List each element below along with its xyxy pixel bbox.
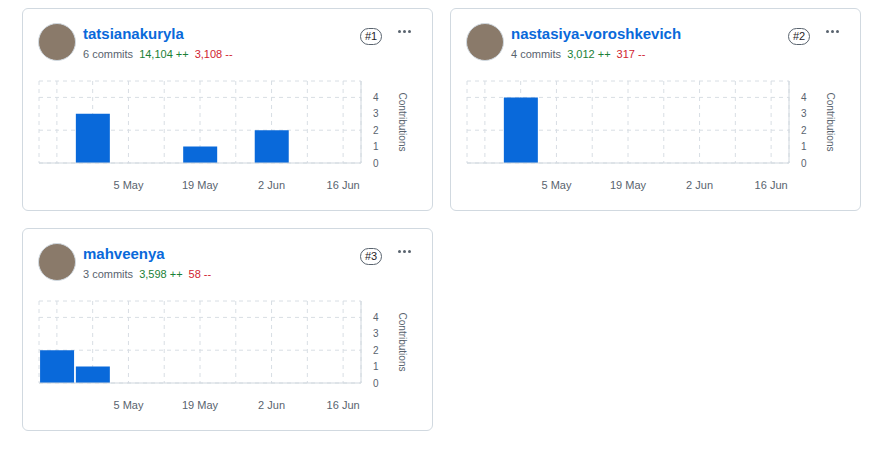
svg-text:5 May: 5 May xyxy=(541,179,571,191)
svg-text:4: 4 xyxy=(373,92,379,103)
html-text:3 commits: 3 commits xyxy=(83,268,134,280)
html-text:tatsianakuryla: tatsianakuryla xyxy=(83,25,184,42)
svg-text:2: 2 xyxy=(801,125,807,136)
svg-text:16 Jun: 16 Jun xyxy=(327,399,360,411)
html-text:#3: #3 xyxy=(364,250,378,262)
svg-text:1: 1 xyxy=(373,141,379,152)
svg-text:19 May: 19 May xyxy=(182,399,219,411)
html-text:58 --: 58 -- xyxy=(188,268,212,280)
svg-text:3: 3 xyxy=(801,108,807,119)
svg-text:0: 0 xyxy=(373,378,379,389)
svg-text:Contributions: Contributions xyxy=(397,313,408,372)
svg-text:16 Jun: 16 Jun xyxy=(755,179,788,191)
svg-text:19 May: 19 May xyxy=(610,179,647,191)
html-text:14,104 ++: 14,104 ++ xyxy=(139,48,189,60)
html-text:3,108 --: 3,108 -- xyxy=(194,48,233,60)
svg-text:1: 1 xyxy=(801,141,807,152)
svg-text:4: 4 xyxy=(801,92,807,103)
html-text:4 commits: 4 commits xyxy=(511,48,562,60)
svg-text:5 May: 5 May xyxy=(113,399,143,411)
svg-text:1: 1 xyxy=(373,361,379,372)
svg-text:2 Jun: 2 Jun xyxy=(258,179,285,191)
html-text:3,012 ++: 3,012 ++ xyxy=(567,48,611,60)
svg-text:16 Jun: 16 Jun xyxy=(327,179,360,191)
html-text:6 commits: 6 commits xyxy=(83,48,134,60)
svg-text:0: 0 xyxy=(801,158,807,169)
svg-text:2 Jun: 2 Jun xyxy=(258,399,285,411)
html-text:nastasiya-voroshkevich: nastasiya-voroshkevich xyxy=(511,25,682,42)
svg-text:2 Jun: 2 Jun xyxy=(686,179,713,191)
svg-text:Contributions: Contributions xyxy=(397,93,408,152)
svg-text:5 May: 5 May xyxy=(113,179,143,191)
svg-text:2: 2 xyxy=(373,125,379,136)
svg-text:2: 2 xyxy=(373,345,379,356)
svg-text:0: 0 xyxy=(373,158,379,169)
html-text:mahveenya: mahveenya xyxy=(83,245,165,262)
svg-text:4: 4 xyxy=(373,312,379,323)
html-text:317 --: 317 -- xyxy=(616,48,646,60)
svg-text:3: 3 xyxy=(373,328,379,339)
svg-text:19 May: 19 May xyxy=(182,179,219,191)
svg-text:3: 3 xyxy=(373,108,379,119)
svg-text:Contributions: Contributions xyxy=(825,93,836,152)
html-text:#2: #2 xyxy=(792,30,806,42)
html-text:3,598 ++: 3,598 ++ xyxy=(139,268,183,280)
html-text:#1: #1 xyxy=(364,30,378,42)
